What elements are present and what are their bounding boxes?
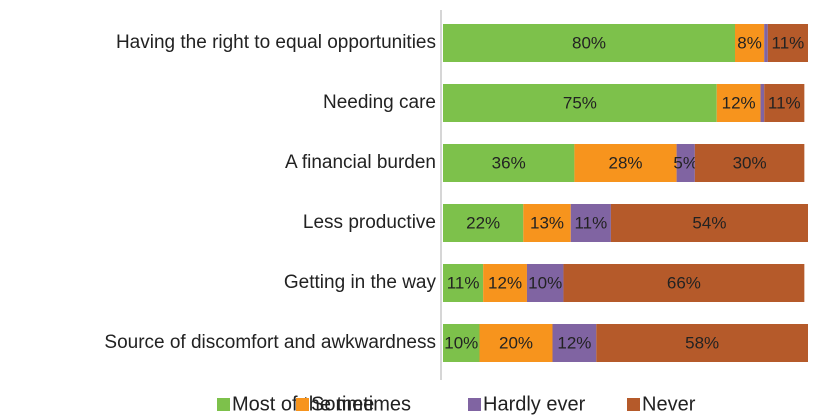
data-label: 11% [574, 213, 607, 232]
legend-swatch [217, 398, 230, 411]
category-label: Source of discomfort and awkwardness [104, 332, 436, 353]
data-label: 58% [685, 333, 719, 352]
data-label: 54% [692, 213, 726, 232]
data-label: 80% [572, 33, 606, 52]
bar-segment [443, 264, 484, 302]
data-label: 5% [673, 153, 698, 172]
bar-segment [735, 24, 765, 62]
bar-segment [443, 204, 524, 242]
bar-segment [526, 264, 564, 302]
bar-segment [443, 24, 735, 62]
bar-segment [552, 324, 597, 362]
bar-segment [443, 84, 717, 122]
bar-segment [764, 84, 805, 122]
bar-segment [760, 84, 765, 122]
data-label: 11% [768, 93, 801, 112]
data-label: 75% [563, 93, 597, 112]
data-label: 10% [528, 273, 562, 292]
data-label: 11% [447, 273, 480, 292]
legend-swatch [468, 398, 481, 411]
category-label: A financial burden [285, 152, 436, 173]
data-label: 66% [667, 273, 701, 292]
category-label: Needing care [323, 92, 436, 113]
bar-segment [596, 324, 808, 362]
bar-segment [523, 204, 571, 242]
data-label: 8% [737, 33, 762, 52]
bar-segment [479, 324, 553, 362]
data-label: 28% [608, 153, 642, 172]
data-label: 11% [772, 33, 805, 52]
legend-label: Never [642, 393, 696, 415]
data-label: 22% [466, 213, 500, 232]
bar-segment [676, 144, 695, 182]
data-label: 36% [492, 153, 526, 172]
category-label: Having the right to equal opportunities [116, 32, 436, 53]
bar-segment [443, 324, 480, 362]
bar-segment [570, 204, 611, 242]
data-label: 12% [722, 93, 756, 112]
data-label: 12% [557, 333, 591, 352]
bar-segment [694, 144, 805, 182]
bar-segment [767, 24, 808, 62]
legend-label: Hardly ever [483, 393, 586, 415]
data-label: 10% [444, 333, 478, 352]
bar-segment [563, 264, 805, 302]
bar-segment [574, 144, 677, 182]
data-label: 20% [499, 333, 533, 352]
bar-segment [716, 84, 761, 122]
legend-swatch [627, 398, 640, 411]
data-label: 12% [488, 273, 522, 292]
legend-swatch [296, 398, 309, 411]
bar-segment [483, 264, 527, 302]
data-label: 30% [733, 153, 767, 172]
category-label: Less productive [303, 212, 436, 233]
bar-segment [443, 144, 575, 182]
bar-segment [764, 24, 768, 62]
category-label: Getting in the way [284, 272, 437, 293]
legend-label: Sometimes [311, 393, 411, 415]
data-label: 13% [530, 213, 564, 232]
bar-segment [610, 204, 808, 242]
